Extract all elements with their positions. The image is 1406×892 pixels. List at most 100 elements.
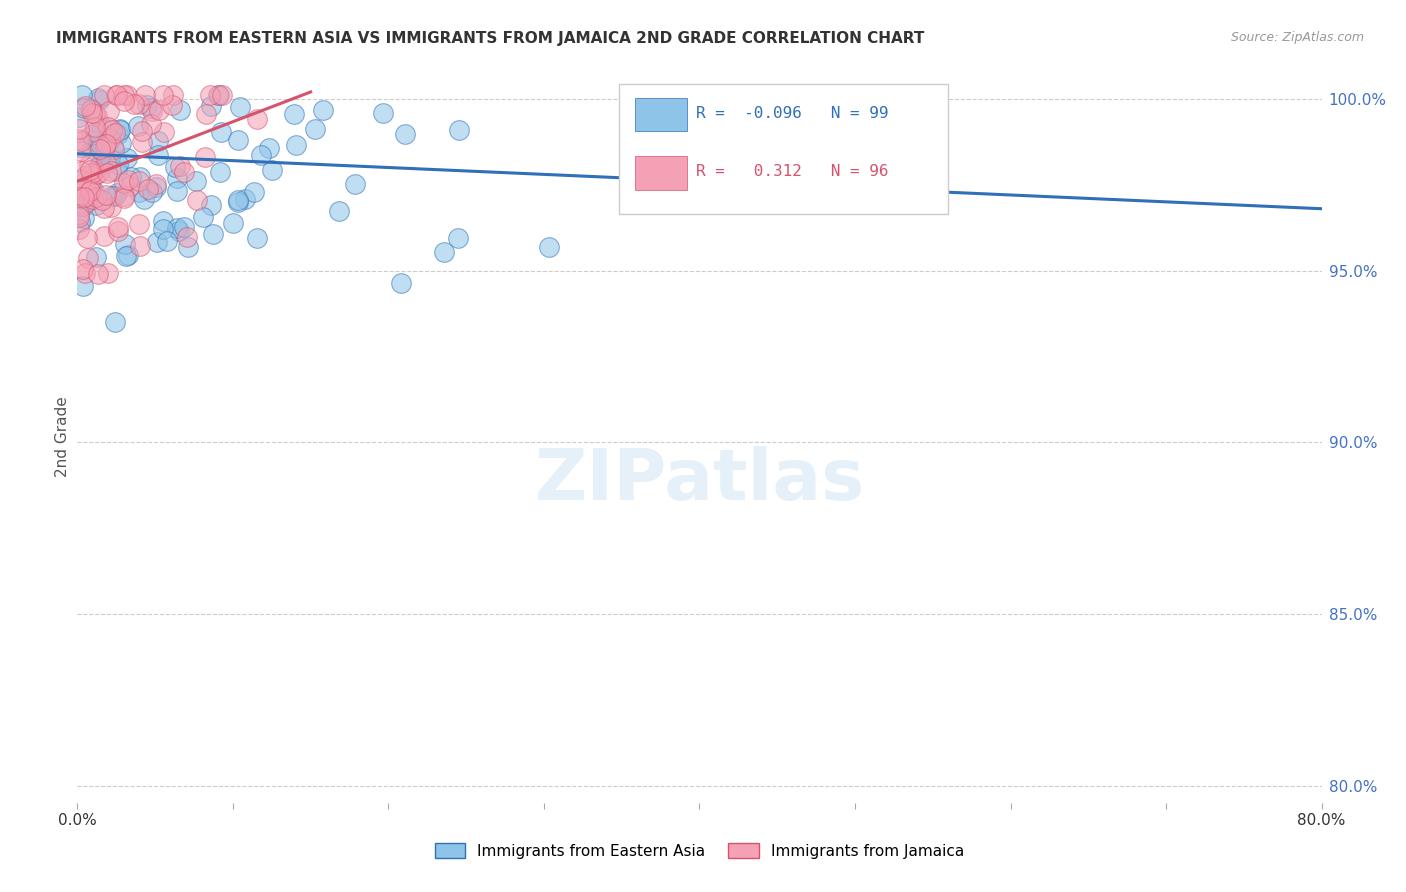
Point bbox=[107, 224, 129, 238]
Point bbox=[69, 135, 91, 149]
Point bbox=[136, 182, 159, 196]
Point bbox=[91, 152, 114, 166]
Point bbox=[173, 165, 195, 179]
Point bbox=[101, 189, 124, 203]
Point bbox=[79, 163, 101, 178]
Point bbox=[84, 167, 107, 181]
Point bbox=[152, 214, 174, 228]
Point bbox=[165, 161, 187, 175]
Point bbox=[77, 251, 100, 265]
Point bbox=[259, 141, 281, 155]
Point bbox=[67, 211, 90, 225]
Point bbox=[176, 230, 198, 244]
Point bbox=[141, 102, 163, 116]
FancyBboxPatch shape bbox=[634, 98, 688, 131]
Point bbox=[156, 234, 179, 248]
Point bbox=[70, 163, 93, 178]
Point bbox=[131, 124, 153, 138]
Point bbox=[135, 98, 157, 112]
Point bbox=[169, 159, 191, 173]
Point bbox=[87, 166, 110, 180]
Point bbox=[82, 166, 104, 180]
Point bbox=[117, 248, 139, 262]
Point bbox=[446, 230, 468, 244]
Point bbox=[166, 184, 188, 198]
Point bbox=[167, 224, 190, 238]
Point bbox=[87, 268, 110, 282]
Point bbox=[73, 211, 96, 225]
Point bbox=[112, 88, 135, 103]
Point bbox=[80, 128, 103, 142]
Point bbox=[80, 142, 103, 156]
Point bbox=[191, 210, 214, 224]
Point bbox=[86, 109, 108, 123]
Text: ZIPatlas: ZIPatlas bbox=[534, 447, 865, 516]
Point bbox=[94, 187, 117, 202]
Point bbox=[86, 91, 108, 105]
Point bbox=[115, 151, 138, 165]
Point bbox=[107, 128, 129, 142]
Point bbox=[202, 227, 225, 241]
Point bbox=[112, 94, 135, 108]
Point bbox=[114, 249, 136, 263]
Text: R =   0.312   N = 96: R = 0.312 N = 96 bbox=[696, 164, 889, 179]
Point bbox=[246, 112, 269, 126]
Point bbox=[120, 169, 142, 184]
Point bbox=[69, 215, 91, 229]
Point bbox=[67, 222, 90, 236]
Point bbox=[117, 172, 139, 186]
Point bbox=[67, 206, 90, 220]
Point bbox=[162, 97, 184, 112]
Point bbox=[222, 217, 245, 231]
Point bbox=[104, 126, 127, 140]
Point bbox=[148, 103, 170, 117]
Point bbox=[115, 88, 138, 103]
Point bbox=[198, 88, 221, 103]
Point bbox=[93, 88, 115, 103]
Point bbox=[79, 173, 101, 187]
Legend: Immigrants from Eastern Asia, Immigrants from Jamaica: Immigrants from Eastern Asia, Immigrants… bbox=[429, 837, 970, 864]
Point bbox=[82, 106, 104, 120]
Point bbox=[98, 150, 121, 164]
Point bbox=[73, 266, 96, 280]
Point bbox=[84, 163, 107, 178]
Point bbox=[128, 217, 150, 231]
Point bbox=[73, 179, 96, 194]
Point bbox=[67, 110, 90, 124]
Point bbox=[108, 123, 131, 137]
Point bbox=[79, 184, 101, 198]
Point bbox=[107, 157, 129, 171]
Point bbox=[90, 138, 112, 153]
Point bbox=[75, 189, 97, 203]
Point bbox=[73, 101, 96, 115]
Point bbox=[73, 189, 96, 203]
Point bbox=[162, 88, 184, 103]
Point bbox=[97, 266, 120, 280]
Point bbox=[76, 194, 98, 209]
Point bbox=[84, 107, 107, 121]
Point bbox=[90, 144, 112, 158]
Point bbox=[98, 103, 121, 118]
Point bbox=[211, 88, 233, 103]
Point bbox=[84, 190, 107, 204]
Point bbox=[73, 99, 96, 113]
Point bbox=[77, 192, 100, 206]
Point bbox=[104, 315, 127, 329]
Point bbox=[105, 88, 128, 103]
Point bbox=[112, 189, 135, 203]
Point bbox=[118, 179, 141, 194]
Point bbox=[141, 186, 163, 200]
Point bbox=[110, 136, 132, 150]
Text: Source: ZipAtlas.com: Source: ZipAtlas.com bbox=[1230, 31, 1364, 45]
Point bbox=[177, 240, 200, 254]
Point bbox=[166, 171, 188, 186]
Point bbox=[194, 150, 217, 164]
Point bbox=[89, 142, 111, 156]
Point bbox=[166, 220, 188, 235]
Point bbox=[145, 180, 167, 194]
Point bbox=[69, 145, 91, 159]
Point bbox=[447, 123, 470, 137]
Point bbox=[229, 99, 252, 113]
Point bbox=[433, 244, 456, 259]
Point bbox=[114, 176, 136, 190]
